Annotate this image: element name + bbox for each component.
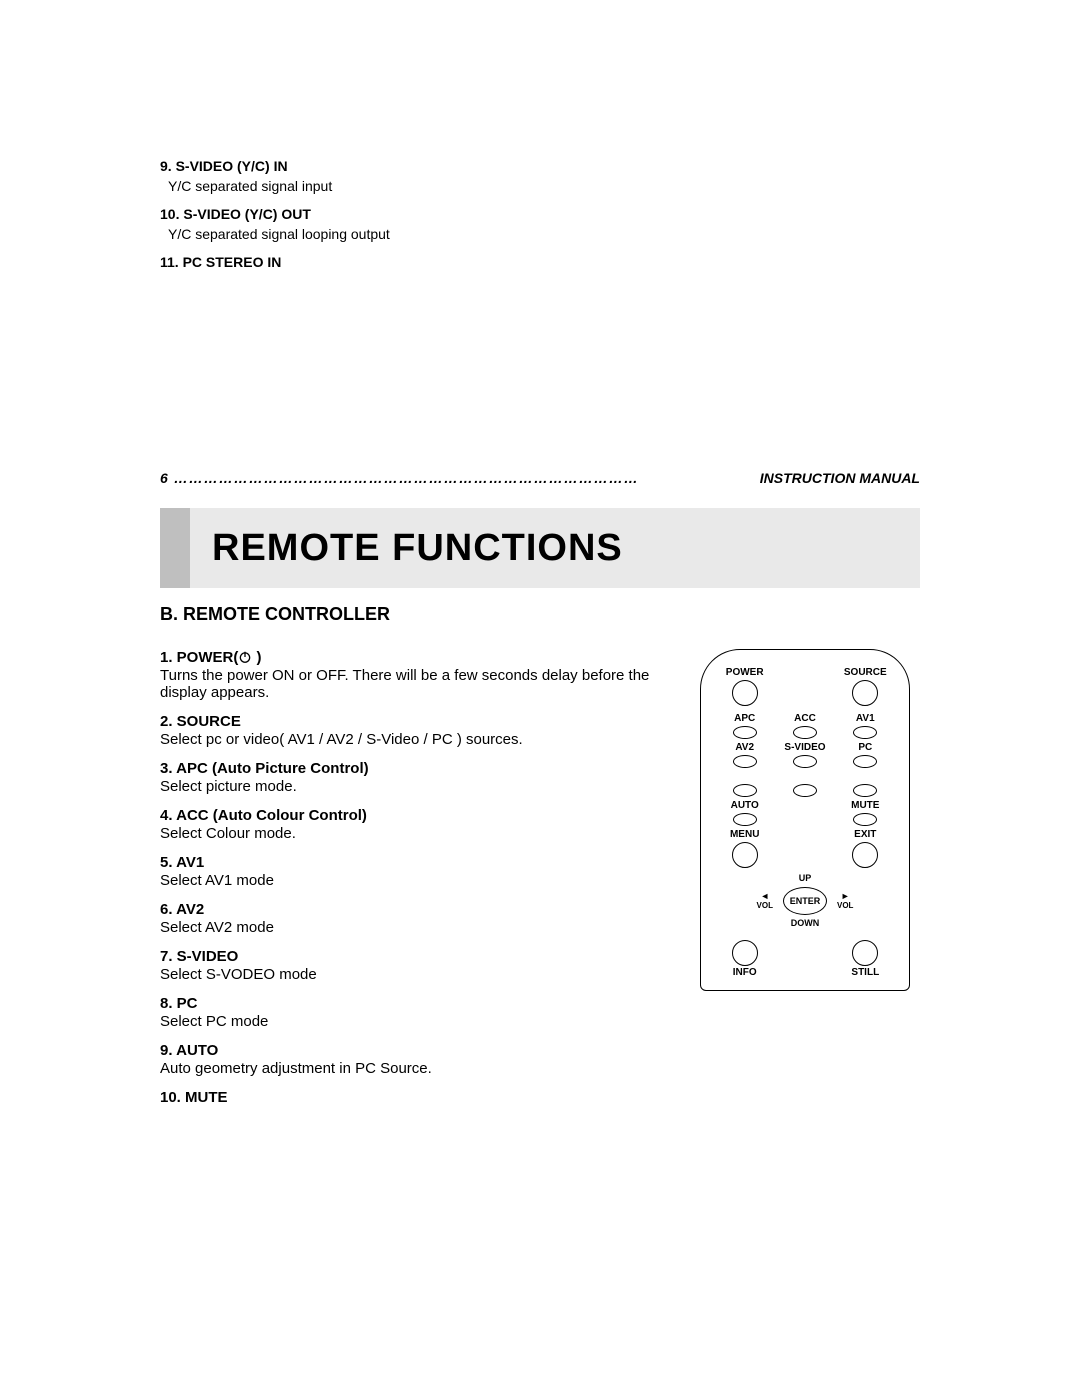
top-item-title: 10. S-VIDEO (Y/C) OUT: [160, 206, 920, 222]
function-desc: Select picture mode.: [160, 778, 666, 795]
remote-label-vol-l: VOL: [757, 901, 773, 910]
function-item: 5. AV1Select AV1 mode: [160, 854, 666, 889]
two-column-layout: 1. POWER( )Turns the power ON or OFF. Th…: [160, 649, 920, 1118]
document-page: 9. S-VIDEO (Y/C) IN Y/C separated signal …: [0, 0, 1080, 1178]
remote-label-still: STILL: [851, 968, 879, 978]
footer-dots: …………………………………………………………………………………: [174, 470, 754, 486]
function-title: 6. AV2: [160, 901, 666, 918]
top-item-desc: Y/C separated signal input: [168, 178, 920, 194]
remote-btn-blank3: [836, 772, 895, 797]
function-desc: Select S-VODEO mode: [160, 966, 666, 983]
remote-btn-acc: ACC: [775, 714, 834, 739]
remote-btn-enter: ENTER: [783, 887, 827, 915]
power-icon: [238, 649, 252, 666]
remote-label-av2: AV2: [735, 743, 754, 753]
remote-label-acc: ACC: [794, 714, 816, 724]
footer-label: INSTRUCTION MANUAL: [760, 470, 920, 486]
function-title: 3. APC (Auto Picture Control): [160, 760, 666, 777]
function-item: 2. SOURCESelect pc or video( AV1 / AV2 /…: [160, 713, 666, 748]
remote-label-source: SOURCE: [844, 668, 887, 678]
remote-btn-exit: EXIT: [836, 830, 895, 868]
function-item: 7. S-VIDEOSelect S-VODEO mode: [160, 948, 666, 983]
function-desc: Select AV2 mode: [160, 919, 666, 936]
function-item: 6. AV2Select AV2 mode: [160, 901, 666, 936]
remote-btn-menu: MENU: [715, 830, 774, 868]
function-desc: Select AV1 mode: [160, 872, 666, 889]
top-item-desc: Y/C separated signal looping output: [168, 226, 920, 242]
function-title: 4. ACC (Auto Colour Control): [160, 807, 666, 824]
banner-title: REMOTE FUNCTIONS: [190, 527, 623, 570]
page-footer: 6 ………………………………………………………………………………… INSTRU…: [160, 470, 920, 486]
power-icon: [732, 680, 758, 706]
remote-btn-auto: AUTO: [715, 801, 774, 826]
function-title: 9. AUTO: [160, 1042, 666, 1059]
remote-btn-av1: AV1: [836, 714, 895, 739]
banner-stripe: [160, 508, 190, 588]
remote-nav: UP ◄VOL ENTER ►VOL DOWN: [715, 874, 895, 928]
remote-label-info: INFO: [733, 968, 757, 978]
function-item: 4. ACC (Auto Colour Control)Select Colou…: [160, 807, 666, 842]
remote-btn-still: STILL: [836, 940, 895, 980]
remote-btn-pc: PC: [836, 743, 895, 768]
remote-label-power: POWER: [726, 668, 764, 678]
remote-label-svideo: S-VIDEO: [784, 743, 825, 753]
remote-label-exit: EXIT: [854, 830, 876, 840]
function-item: 3. APC (Auto Picture Control)Select pict…: [160, 760, 666, 795]
top-items: 9. S-VIDEO (Y/C) IN Y/C separated signal …: [160, 158, 920, 270]
function-title: 7. S-VIDEO: [160, 948, 666, 965]
source-icon: [852, 680, 878, 706]
remote-label-auto: AUTO: [731, 801, 759, 811]
remote-btn-source: SOURCE: [836, 668, 895, 706]
remote-label-menu: MENU: [730, 830, 759, 840]
remote-btn-svideo: S-VIDEO: [775, 743, 834, 768]
remote-btn-blank1: [715, 772, 774, 797]
function-title: 2. SOURCE: [160, 713, 666, 730]
function-title: 1. POWER( ): [160, 649, 666, 666]
remote-btn-apc: APC: [715, 714, 774, 739]
function-title: 10. MUTE: [160, 1089, 666, 1106]
top-item-title: 9. S-VIDEO (Y/C) IN: [160, 158, 920, 174]
remote-label-apc: APC: [734, 714, 755, 724]
function-item: 8. PCSelect PC mode: [160, 995, 666, 1030]
remote-label-av1: AV1: [856, 714, 875, 724]
top-item-title: 11. PC STEREO IN: [160, 254, 920, 270]
function-item: 1. POWER( )Turns the power ON or OFF. Th…: [160, 649, 666, 701]
remote-label-mute: MUTE: [851, 801, 879, 811]
remote-illustration-column: POWER SOURCE APC ACC AV1 AV2 S-: [690, 649, 920, 991]
function-desc: Auto geometry adjustment in PC Source.: [160, 1060, 666, 1077]
remote-label-down: DOWN: [715, 919, 895, 928]
page-number: 6: [160, 470, 168, 486]
remote-label-pc: PC: [858, 743, 872, 753]
function-item: 10. MUTE: [160, 1089, 666, 1106]
remote-vol-left: ◄VOL: [757, 892, 773, 910]
functions-list: 1. POWER( )Turns the power ON or OFF. Th…: [160, 649, 666, 1118]
remote-btn-power: POWER: [715, 668, 774, 706]
remote-vol-right: ►VOL: [837, 892, 853, 910]
section-banner: REMOTE FUNCTIONS: [160, 508, 920, 588]
function-desc: Select pc or video( AV1 / AV2 / S-Video …: [160, 731, 666, 748]
function-item: 9. AUTOAuto geometry adjustment in PC So…: [160, 1042, 666, 1077]
function-desc: Select Colour mode.: [160, 825, 666, 842]
remote-btn-av2: AV2: [715, 743, 774, 768]
section-heading: B. REMOTE CONTROLLER: [160, 604, 920, 625]
remote-label-up: UP: [715, 874, 895, 883]
function-title: 8. PC: [160, 995, 666, 1012]
function-title: 5. AV1: [160, 854, 666, 871]
remote-btn-mute: MUTE: [836, 801, 895, 826]
remote-label-vol-r: VOL: [837, 901, 853, 910]
remote-illustration: POWER SOURCE APC ACC AV1 AV2 S-: [700, 649, 910, 991]
function-desc: Select PC mode: [160, 1013, 666, 1030]
function-desc: Turns the power ON or OFF. There will be…: [160, 667, 666, 701]
remote-btn-info: INFO: [715, 940, 774, 980]
remote-btn-blank2: [775, 772, 834, 797]
